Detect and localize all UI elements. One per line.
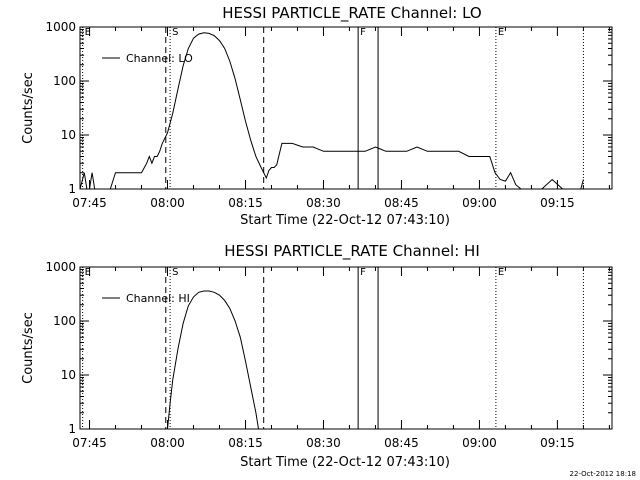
- event-marker-label: E: [85, 267, 91, 278]
- x-tick-label: 09:15: [540, 436, 575, 450]
- x-tick-label: 08:15: [228, 436, 263, 450]
- event-marker-label: E: [85, 27, 91, 38]
- y-tick-label: 1: [68, 182, 76, 196]
- event-marker-label: E: [498, 267, 504, 278]
- chart-panel-lo: HESSI PARTICLE_RATE Channel: LO Start Ti…: [21, 4, 613, 228]
- x-tick-label: 09:00: [462, 436, 497, 450]
- y-tick-label: 1000: [45, 260, 76, 274]
- legend-entry: Channel: LO: [126, 52, 193, 65]
- x-tick-label: 09:15: [540, 196, 575, 210]
- x-tick-label: 08:45: [384, 436, 419, 450]
- y-tick-label: 1000: [45, 20, 76, 34]
- x-tick-label: 08:15: [228, 196, 263, 210]
- chart-title: HESSI PARTICLE_RATE Channel: LO: [222, 4, 481, 23]
- legend-entry: Channel: HI: [126, 292, 190, 305]
- chart-panel-hi: HESSI PARTICLE_RATE Channel: HI Start Ti…: [21, 242, 613, 470]
- event-marker-label: S: [172, 267, 178, 278]
- y-tick-label: 100: [53, 74, 76, 88]
- y-axis-label: Counts/sec: [21, 312, 36, 384]
- event-marker-label: S: [172, 27, 178, 38]
- footer-timestamp: 22-Oct-2012 18:18: [570, 470, 636, 478]
- x-tick-label: 08:45: [384, 196, 419, 210]
- y-tick-label: 10: [61, 128, 76, 142]
- x-tick-label: 09:00: [462, 196, 497, 210]
- chart-title: HESSI PARTICLE_RATE Channel: HI: [224, 242, 480, 261]
- event-marker-label: E: [498, 27, 504, 38]
- y-axis-label: Counts/sec: [21, 72, 36, 144]
- event-marker-label: F: [360, 27, 366, 38]
- x-axis-label: Start Time (22-Oct-12 07:43:10): [240, 455, 450, 470]
- x-axis-label: Start Time (22-Oct-12 07:43:10): [240, 213, 450, 228]
- x-tick-label: 08:00: [150, 196, 185, 210]
- x-tick-label: 08:00: [150, 436, 185, 450]
- y-tick-label: 100: [53, 314, 76, 328]
- x-tick-label: 07:45: [72, 436, 107, 450]
- series-line: [79, 32, 584, 190]
- series-line: [167, 290, 259, 430]
- event-marker-label: F: [360, 267, 366, 278]
- x-tick-label: 08:30: [306, 196, 341, 210]
- plot-frame: [79, 26, 613, 190]
- x-tick-label: 08:30: [306, 436, 341, 450]
- x-tick-label: 07:45: [72, 196, 107, 210]
- y-tick-label: 10: [61, 368, 76, 382]
- y-tick-label: 1: [68, 422, 76, 436]
- plot-frame: [79, 266, 613, 430]
